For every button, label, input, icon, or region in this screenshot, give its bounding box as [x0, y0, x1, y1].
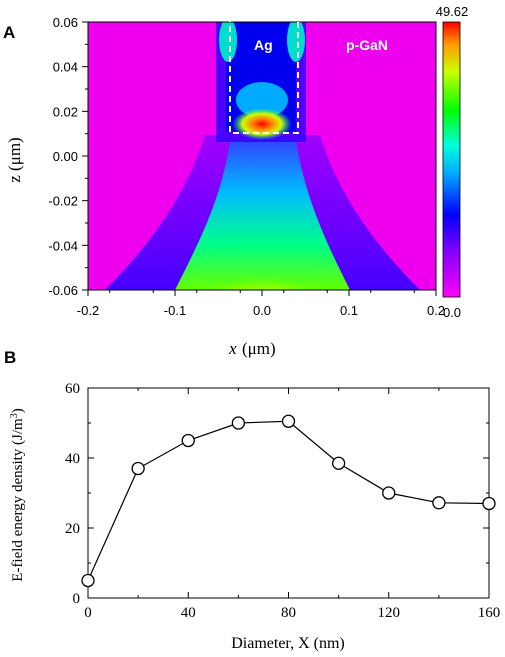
data-point	[482, 496, 496, 511]
panel-b-axes: 0 40 80 120 160 0 20 40 60	[65, 381, 500, 621]
panel-b-label: B	[4, 348, 16, 367]
panel-a-ylabel: z (μm)	[5, 137, 24, 182]
y-tick-label: 20	[65, 521, 80, 537]
y-tick-label: -0.06	[48, 283, 78, 298]
data-point	[131, 461, 145, 476]
colorbar-max: 49.62	[436, 4, 469, 19]
x-tick-label: 80	[281, 605, 296, 621]
ag-edge-field-left	[219, 22, 237, 62]
ag-edge-field-right	[287, 22, 305, 62]
x-tick-label: -0.1	[164, 303, 186, 318]
gan-label: p-GaN	[346, 37, 388, 53]
series-line	[87, 420, 490, 581]
x-tick-label: 120	[378, 605, 401, 621]
series-markers	[81, 414, 496, 588]
x-tick-label: 0.2	[427, 303, 445, 318]
data-point	[432, 496, 446, 510]
panel-a-axes: -0.2 -0.1 0.0 0.1 0.2 0.06 0.04 0.02 0.00 -0.02 -0…	[48, 15, 445, 318]
x-tick-label: -0.2	[77, 303, 99, 318]
y-tick-label: -0.04	[48, 238, 78, 253]
bottom-hotspot	[192, 252, 332, 290]
y-tick-label: 0.04	[53, 60, 78, 75]
field-hotspot	[232, 108, 292, 140]
panel-a-xlabel-var: x	[228, 339, 237, 358]
data-point	[331, 456, 346, 470]
x-tick-label: 0	[84, 605, 92, 621]
colorbar-min: 0.0	[443, 305, 461, 320]
data-point	[382, 486, 396, 500]
ag-region-box	[229, 19, 299, 134]
data-point	[181, 433, 195, 448]
heatmap	[88, 22, 436, 290]
panel-b-ylabel: E-field energy density (J/m3)	[9, 408, 27, 581]
x-tick-label: 40	[181, 605, 196, 621]
y-tick-label: 40	[65, 451, 80, 467]
y-tick-label: 60	[65, 381, 80, 397]
colorbar	[442, 21, 461, 298]
panel-a-xlabel-unit: (μm)	[242, 339, 276, 358]
x-tick-label: 0.0	[253, 303, 271, 318]
ag-label: Ag	[254, 37, 273, 53]
field-inner-cone	[175, 140, 350, 290]
y-tick-label: 0	[73, 591, 81, 607]
y-tick-label: 0.00	[53, 149, 78, 164]
y-tick-label: 0.02	[53, 104, 78, 119]
y-tick-label: 0.06	[53, 15, 78, 30]
y-tick-label: -0.02	[48, 194, 78, 209]
x-tick-label: 160	[478, 605, 501, 621]
data-point	[281, 414, 296, 428]
panel-b-xlabel: Diameter, X (nm)	[231, 635, 345, 652]
panel-a-label: A	[3, 23, 15, 42]
data-point	[231, 416, 246, 430]
data-point	[81, 573, 95, 588]
x-tick-label: 0.1	[340, 303, 358, 318]
